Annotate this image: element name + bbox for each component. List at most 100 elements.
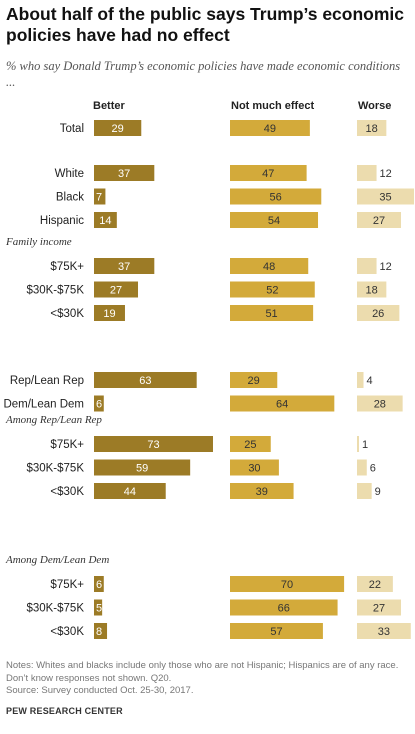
bar-worse bbox=[357, 599, 402, 616]
data-label: 52 bbox=[266, 285, 278, 297]
data-label: 8 bbox=[96, 626, 102, 638]
data-label: 5 bbox=[96, 603, 102, 615]
bar-worse bbox=[357, 576, 393, 592]
bar-not-much-effect bbox=[230, 395, 335, 412]
data-label: 18 bbox=[366, 285, 378, 297]
bar-not-much-effect bbox=[230, 258, 309, 274]
bar-worse bbox=[357, 305, 400, 321]
data-label: 51 bbox=[265, 308, 277, 320]
category-label: <$30K bbox=[50, 626, 84, 638]
data-label: 1 bbox=[362, 439, 368, 451]
data-label: 6 bbox=[96, 579, 102, 591]
data-label: 44 bbox=[124, 486, 136, 498]
bar-worse bbox=[357, 212, 402, 228]
data-label: 18 bbox=[366, 123, 378, 135]
bar-better bbox=[94, 120, 142, 136]
column-header-worse: Worse bbox=[358, 100, 392, 112]
category-label: $30K-$75K bbox=[26, 463, 84, 475]
data-label: 64 bbox=[276, 399, 288, 411]
category-label: <$30K bbox=[50, 486, 84, 498]
bar-better bbox=[94, 395, 104, 412]
data-label: 27 bbox=[110, 285, 122, 297]
bar-worse bbox=[357, 459, 367, 476]
data-label: 49 bbox=[264, 123, 276, 135]
data-label: 25 bbox=[244, 439, 256, 451]
bar-better bbox=[94, 483, 166, 499]
data-label: 29 bbox=[112, 123, 124, 135]
group-label: Among Rep/Lean Rep bbox=[5, 414, 102, 426]
category-label: <$30K bbox=[50, 308, 84, 320]
bar-worse bbox=[357, 120, 387, 136]
data-label: 12 bbox=[380, 261, 392, 273]
bar-better bbox=[94, 165, 155, 181]
chart-notes: Notes: Whites and blacks include only th… bbox=[6, 660, 411, 698]
bar-worse bbox=[357, 258, 377, 274]
data-label: 9 bbox=[375, 486, 381, 498]
data-label: 7 bbox=[96, 192, 102, 204]
bar-better bbox=[94, 258, 155, 274]
bar-better bbox=[94, 436, 213, 452]
chart-subtitle: % who say Donald Trump’s economic polici… bbox=[6, 59, 401, 89]
notes-text: Notes: Whites and blacks include only th… bbox=[6, 660, 399, 684]
data-label: 39 bbox=[256, 486, 268, 498]
bar-not-much-effect bbox=[230, 623, 323, 639]
bar-better bbox=[94, 599, 103, 616]
bar-not-much-effect bbox=[230, 599, 338, 616]
data-label: 27 bbox=[373, 215, 385, 227]
category-label: White bbox=[55, 168, 84, 180]
source-text: Source: Survey conducted Oct. 25-30, 201… bbox=[6, 685, 194, 696]
data-label: 27 bbox=[373, 603, 385, 615]
bar-not-much-effect bbox=[230, 459, 279, 476]
chart-title: About half of the public says Trump’s ec… bbox=[6, 4, 405, 45]
bar-better bbox=[94, 212, 117, 228]
bar-better bbox=[94, 188, 106, 205]
category-label: $75K+ bbox=[50, 579, 84, 591]
bar-worse bbox=[357, 165, 377, 181]
bar-better bbox=[94, 459, 191, 476]
bar-not-much-effect bbox=[230, 372, 278, 388]
bar-better bbox=[94, 305, 125, 321]
bar-not-much-effect bbox=[230, 576, 345, 592]
data-label: 73 bbox=[147, 439, 159, 451]
data-label: 48 bbox=[263, 261, 275, 273]
category-label: $75K+ bbox=[50, 261, 84, 273]
bar-worse bbox=[357, 372, 364, 388]
data-label: 14 bbox=[99, 215, 111, 227]
data-label: 6 bbox=[96, 399, 102, 411]
bar-worse bbox=[357, 436, 359, 452]
bar-better bbox=[94, 281, 139, 298]
bar-not-much-effect bbox=[230, 188, 322, 205]
category-label: $75K+ bbox=[50, 439, 84, 451]
data-label: 28 bbox=[374, 399, 386, 411]
category-label: Hispanic bbox=[40, 215, 84, 227]
data-label: 57 bbox=[270, 626, 282, 638]
category-label: Dem/Lean Dem bbox=[3, 399, 84, 411]
column-header-not-much-effect: Not much effect bbox=[231, 100, 315, 112]
data-label: 59 bbox=[136, 463, 148, 475]
bar-better bbox=[94, 372, 197, 388]
footer-org: PEW RESEARCH CENTER bbox=[6, 706, 123, 716]
data-label: 26 bbox=[372, 308, 384, 320]
bar-worse bbox=[357, 188, 415, 205]
category-label: Total bbox=[60, 123, 84, 135]
data-label: 12 bbox=[380, 168, 392, 180]
category-label: Black bbox=[56, 192, 84, 204]
data-label: 47 bbox=[262, 168, 274, 180]
category-label: $30K-$75K bbox=[26, 285, 84, 297]
bar-not-much-effect bbox=[230, 120, 310, 136]
data-label: 63 bbox=[139, 375, 151, 387]
bar-not-much-effect bbox=[230, 281, 315, 298]
column-header-better: Better bbox=[93, 100, 125, 112]
data-label: 22 bbox=[369, 579, 381, 591]
bar-not-much-effect bbox=[230, 483, 294, 499]
data-label: 29 bbox=[248, 375, 260, 387]
data-label: 37 bbox=[118, 168, 130, 180]
data-label: 66 bbox=[278, 603, 290, 615]
bar-not-much-effect bbox=[230, 305, 314, 321]
bar-worse bbox=[357, 483, 372, 499]
data-label: 37 bbox=[118, 261, 130, 273]
data-label: 35 bbox=[379, 192, 391, 204]
category-label: $30K-$75K bbox=[26, 603, 84, 615]
group-label: Family income bbox=[5, 236, 72, 248]
